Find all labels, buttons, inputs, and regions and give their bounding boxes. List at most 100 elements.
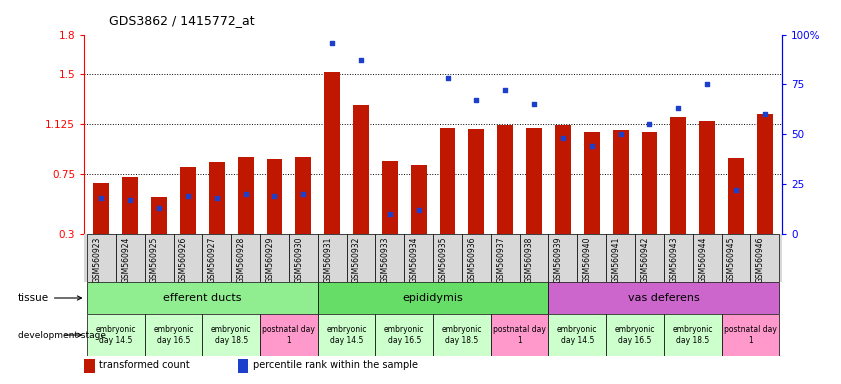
Bar — [440, 127, 456, 234]
Bar — [462, 234, 491, 282]
Bar — [405, 234, 433, 282]
Bar — [642, 132, 658, 234]
Text: embryonic
day 16.5: embryonic day 16.5 — [615, 325, 655, 345]
Bar — [325, 72, 340, 234]
Bar — [260, 314, 318, 356]
Text: embryonic
day 18.5: embryonic day 18.5 — [673, 325, 713, 345]
Bar — [699, 121, 715, 234]
Bar — [93, 184, 109, 234]
Point — [701, 81, 714, 88]
Text: GSM560942: GSM560942 — [641, 236, 649, 283]
Text: GSM560943: GSM560943 — [669, 236, 679, 283]
Text: percentile rank within the sample: percentile rank within the sample — [253, 360, 418, 370]
Text: GSM560924: GSM560924 — [121, 236, 130, 283]
Bar — [116, 234, 145, 282]
Bar — [722, 234, 750, 282]
Text: tissue: tissue — [18, 293, 82, 303]
Point — [239, 191, 252, 197]
Point — [556, 135, 569, 141]
Text: GSM560946: GSM560946 — [756, 236, 764, 283]
Text: embryonic
day 18.5: embryonic day 18.5 — [211, 325, 251, 345]
Text: GSM560928: GSM560928 — [236, 236, 246, 283]
Point — [643, 121, 656, 127]
Text: GSM560935: GSM560935 — [438, 236, 447, 283]
Bar — [353, 105, 369, 234]
Point — [124, 197, 137, 203]
Bar — [87, 282, 318, 314]
Text: efferent ducts: efferent ducts — [163, 293, 241, 303]
Text: GSM560927: GSM560927 — [208, 236, 217, 283]
Point — [614, 131, 627, 137]
Bar — [664, 234, 693, 282]
Bar — [613, 130, 628, 234]
Bar — [548, 282, 780, 314]
Text: postnatal day
1: postnatal day 1 — [724, 325, 777, 345]
Bar — [750, 234, 780, 282]
Text: vas deferens: vas deferens — [628, 293, 700, 303]
Point — [499, 87, 512, 93]
Point — [412, 207, 426, 213]
Text: postnatal day
1: postnatal day 1 — [493, 325, 546, 345]
Text: GSM560930: GSM560930 — [294, 236, 304, 283]
Bar — [151, 197, 167, 234]
Bar — [526, 127, 542, 234]
Bar — [122, 177, 138, 234]
Text: GSM560932: GSM560932 — [352, 236, 361, 283]
Bar — [757, 114, 773, 234]
Text: GSM560939: GSM560939 — [554, 236, 563, 283]
Point — [527, 101, 541, 108]
Point — [383, 211, 397, 217]
Text: postnatal day
1: postnatal day 1 — [262, 325, 315, 345]
Text: development stage: development stage — [18, 331, 106, 339]
Bar — [497, 125, 513, 234]
Text: embryonic
day 16.5: embryonic day 16.5 — [384, 325, 425, 345]
Point — [152, 205, 166, 211]
Bar — [295, 157, 311, 234]
Text: GSM560933: GSM560933 — [381, 236, 390, 283]
Bar — [84, 359, 94, 373]
Text: embryonic
day 16.5: embryonic day 16.5 — [153, 325, 193, 345]
Bar — [693, 234, 722, 282]
Bar — [548, 314, 606, 356]
Point — [181, 193, 194, 199]
Bar — [203, 234, 231, 282]
Bar — [318, 234, 346, 282]
Bar — [289, 234, 318, 282]
Bar — [728, 158, 744, 234]
Bar — [375, 234, 405, 282]
Text: GSM560936: GSM560936 — [468, 236, 476, 283]
Bar — [520, 234, 548, 282]
Bar — [606, 234, 635, 282]
Bar — [410, 165, 426, 234]
Bar — [267, 159, 283, 234]
Bar — [635, 234, 664, 282]
Bar — [180, 167, 196, 234]
Text: embryonic
day 18.5: embryonic day 18.5 — [442, 325, 482, 345]
Bar — [145, 314, 203, 356]
Text: GSM560923: GSM560923 — [93, 236, 102, 283]
Bar — [260, 234, 289, 282]
Bar — [382, 161, 398, 234]
Text: epididymis: epididymis — [403, 293, 463, 303]
Bar — [433, 314, 491, 356]
Text: GSM560926: GSM560926 — [179, 236, 188, 283]
Text: GSM560944: GSM560944 — [698, 236, 707, 283]
Point — [354, 57, 368, 63]
Text: GSM560934: GSM560934 — [410, 236, 419, 283]
Point — [585, 143, 599, 149]
Bar — [231, 234, 260, 282]
Point — [210, 195, 224, 201]
Bar — [318, 282, 548, 314]
Point — [95, 195, 108, 201]
Bar — [87, 234, 116, 282]
Bar — [664, 314, 722, 356]
Point — [325, 40, 339, 46]
Bar — [87, 314, 145, 356]
Bar — [606, 314, 664, 356]
Text: GSM560938: GSM560938 — [525, 236, 534, 283]
Text: embryonic
day 14.5: embryonic day 14.5 — [326, 325, 367, 345]
Bar — [145, 234, 173, 282]
Point — [758, 111, 771, 118]
Point — [672, 105, 685, 111]
Bar — [346, 234, 375, 282]
